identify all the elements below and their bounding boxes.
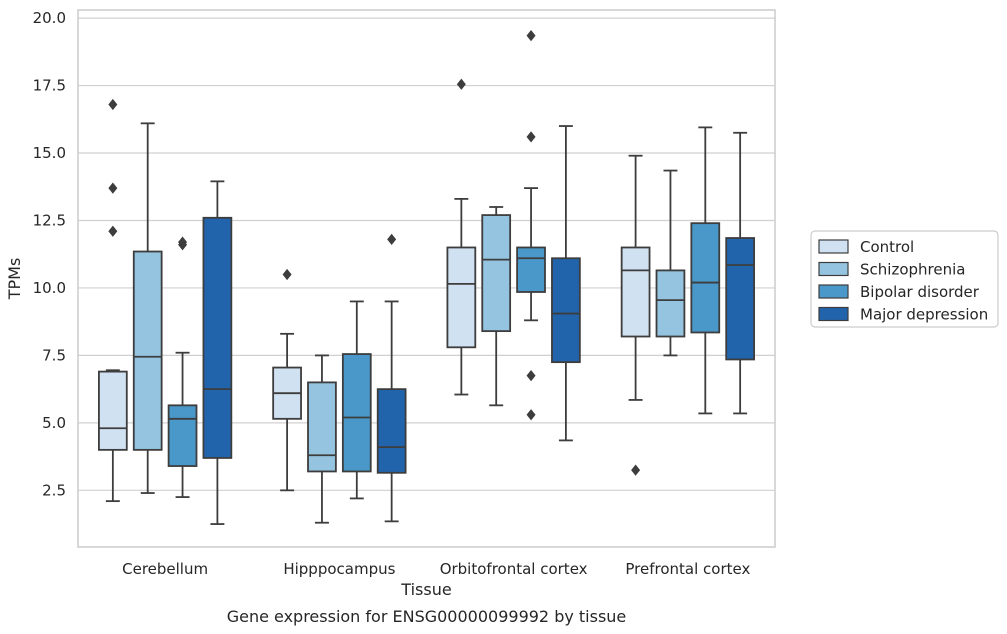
y-tick-label: 10.0 [33, 279, 66, 297]
outlier-point [631, 464, 641, 476]
box [132, 122, 163, 494]
iqr-box [690, 222, 721, 334]
x-tick-labels: Cerebellum Hipppocampus Orbitofrontal cort… [122, 560, 750, 578]
box [446, 78, 477, 396]
plot-frame [77, 9, 776, 548]
legend-label: Bipolar disorder [860, 283, 980, 301]
outlier-point [456, 78, 466, 90]
iqr-box [167, 404, 198, 467]
box [690, 126, 721, 415]
y-tick-label: 5.0 [42, 414, 66, 432]
y-tick-labels: 2.5 5.0 7.5 10.0 12.5 15.0 17.5 20.0 [33, 9, 66, 499]
iqr-box [307, 381, 337, 473]
iqr-box [376, 388, 407, 474]
legend-swatch [818, 239, 849, 254]
series-major-depression [202, 125, 755, 525]
y-axis-label: TPMs [5, 258, 24, 301]
iqr-box [341, 353, 372, 473]
outlier-point [108, 225, 118, 237]
legend-swatch [818, 261, 849, 277]
y-tick-label: 2.5 [42, 481, 66, 499]
y-tick-label: 20.0 [33, 9, 66, 27]
box [202, 180, 233, 525]
x-tick-label: Prefrontal cortex [625, 560, 750, 578]
chart-caption: Gene expression for ENSG00000099992 by t… [227, 607, 627, 626]
box [167, 236, 198, 498]
iqr-box [98, 370, 128, 451]
iqr-box [516, 246, 546, 293]
box-groups [98, 30, 755, 525]
iqr-box [551, 257, 581, 364]
y-tick-label: 15.0 [33, 144, 66, 162]
box [481, 206, 512, 407]
legend-label: Control [860, 238, 914, 256]
iqr-box [132, 250, 163, 451]
iqr-box [620, 246, 651, 338]
legend: Control Schizophrenia Bipolar disorder Majo… [810, 230, 999, 328]
outlier-point [526, 409, 536, 421]
outlier-point [387, 233, 397, 245]
iqr-box [202, 216, 233, 459]
series-control [98, 78, 651, 503]
iqr-box [655, 269, 686, 338]
box [551, 125, 581, 442]
outlier-point [178, 236, 188, 248]
legend-swatch [818, 284, 849, 299]
x-tick-label: Hipppocampus [283, 560, 395, 578]
outlier-point [282, 268, 292, 281]
legend-label: Major depression [860, 306, 988, 324]
iqr-box [725, 237, 755, 361]
series-bipolar-disorder [167, 30, 721, 500]
legend-swatch [818, 306, 849, 322]
box [655, 169, 686, 357]
box [341, 300, 372, 500]
box [620, 154, 651, 476]
box [516, 30, 546, 421]
legend-label: Schizophrenia [860, 261, 965, 279]
box [272, 268, 302, 492]
x-tick-label: Orbitofrontal cortex [440, 560, 588, 578]
outlier-point [526, 131, 536, 143]
box [725, 131, 755, 415]
x-tick-label: Cerebellum [122, 560, 208, 578]
y-tick-label: 17.5 [33, 77, 66, 95]
outlier-point [108, 182, 118, 194]
series-schizophrenia [132, 122, 686, 524]
legend-frame [810, 230, 999, 328]
x-axis-label: Tissue [400, 580, 451, 599]
y-tick-label: 7.5 [42, 346, 66, 364]
iqr-box [446, 246, 477, 349]
box [98, 98, 128, 503]
outlier-point [526, 370, 536, 382]
outlier-point [108, 98, 118, 111]
box [376, 233, 407, 523]
y-tick-label: 12.5 [33, 211, 66, 229]
outlier-point [526, 30, 536, 42]
iqr-box [481, 214, 512, 333]
box [307, 354, 337, 524]
